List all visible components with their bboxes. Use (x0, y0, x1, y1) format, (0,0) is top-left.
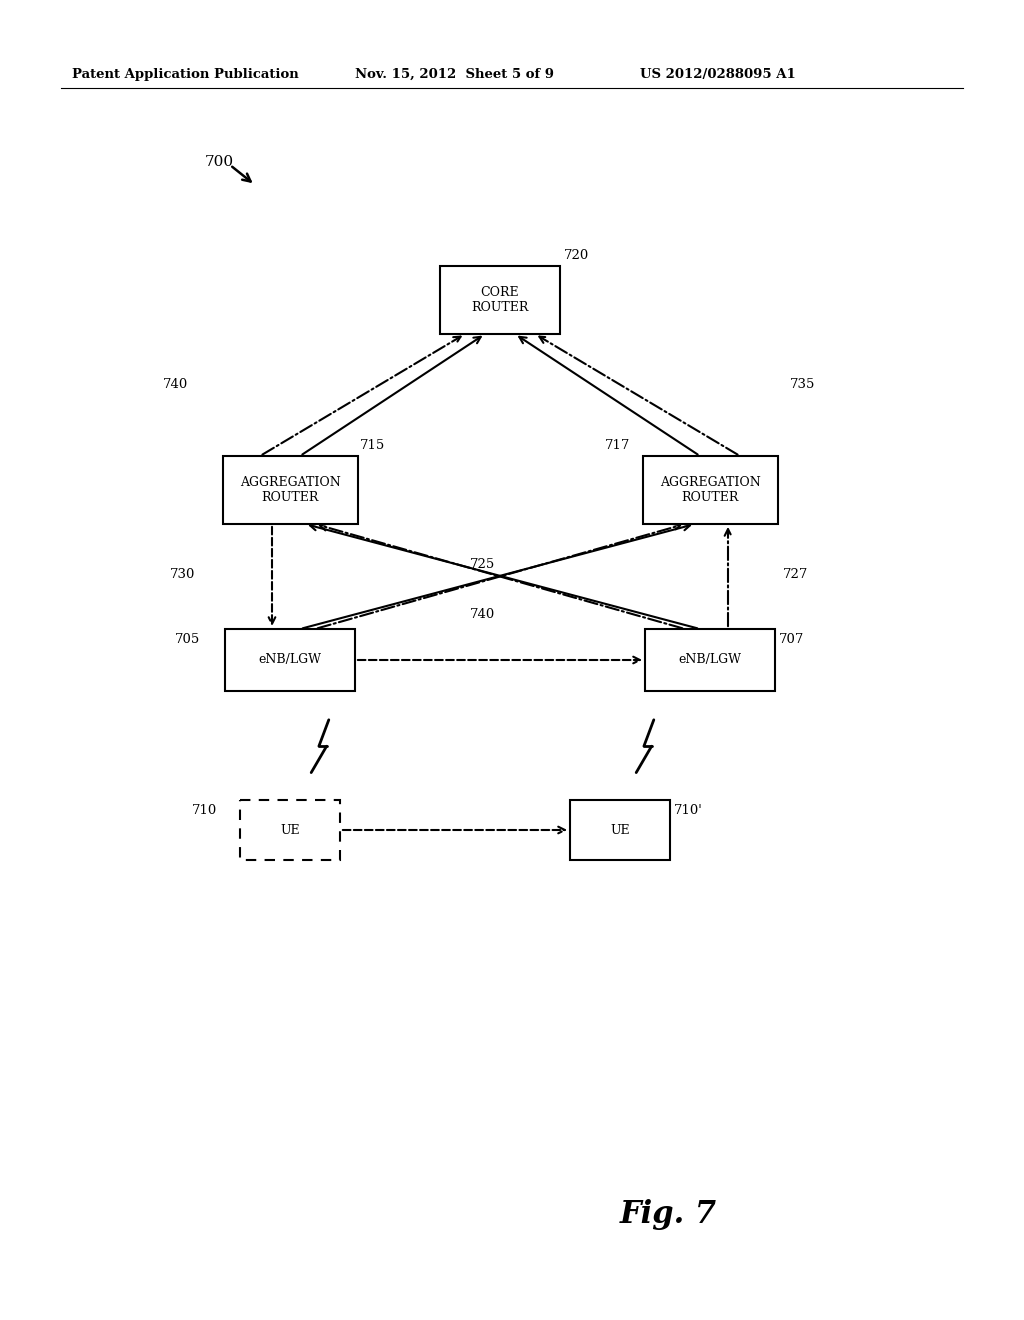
Bar (225, 630, 355, 690)
Text: Nov. 15, 2012  Sheet 5 of 9: Nov. 15, 2012 Sheet 5 of 9 (355, 69, 554, 81)
Text: 717: 717 (604, 440, 630, 451)
Text: 727: 727 (783, 569, 808, 582)
Text: 707: 707 (779, 634, 805, 645)
Bar (440, 267, 560, 334)
Text: 725: 725 (470, 558, 496, 572)
Text: AGGREGATION
ROUTER: AGGREGATION ROUTER (659, 477, 761, 504)
Text: 730: 730 (170, 569, 196, 582)
Bar (222, 455, 357, 524)
Text: eNB/LGW: eNB/LGW (679, 653, 741, 667)
Text: 705: 705 (175, 634, 201, 645)
Text: AGGREGATION
ROUTER: AGGREGATION ROUTER (240, 477, 340, 504)
Text: Patent Application Publication: Patent Application Publication (72, 69, 299, 81)
Text: US 2012/0288095 A1: US 2012/0288095 A1 (640, 69, 796, 81)
Text: CORE
ROUTER: CORE ROUTER (471, 286, 528, 314)
Bar (642, 455, 777, 524)
Text: 735: 735 (790, 379, 815, 392)
Text: Fig. 7: Fig. 7 (620, 1199, 717, 1230)
Text: UE: UE (610, 824, 630, 837)
Bar (240, 800, 340, 861)
Text: 720: 720 (564, 249, 589, 261)
Bar (570, 800, 670, 861)
Bar (645, 630, 775, 690)
Text: 740: 740 (163, 379, 187, 392)
Text: 710: 710 (193, 804, 217, 817)
Text: 740: 740 (470, 609, 496, 620)
Text: 700: 700 (205, 154, 234, 169)
Text: UE: UE (281, 824, 300, 837)
Text: eNB/LGW: eNB/LGW (258, 653, 322, 667)
Text: 715: 715 (359, 440, 385, 451)
Text: 710': 710' (674, 804, 702, 817)
